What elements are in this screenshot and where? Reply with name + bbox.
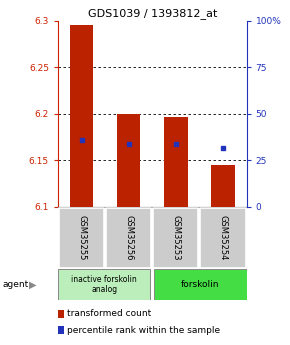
- Bar: [117, 114, 140, 207]
- Bar: [153, 208, 198, 268]
- Text: percentile rank within the sample: percentile rank within the sample: [67, 326, 220, 335]
- Text: GSM35256: GSM35256: [124, 215, 133, 261]
- Bar: [154, 269, 246, 300]
- Text: GSM35255: GSM35255: [77, 215, 86, 261]
- Bar: [164, 117, 188, 207]
- Bar: [211, 165, 235, 207]
- Bar: [70, 25, 93, 207]
- Text: transformed count: transformed count: [67, 309, 152, 318]
- Text: GSM35254: GSM35254: [218, 215, 227, 261]
- Title: GDS1039 / 1393812_at: GDS1039 / 1393812_at: [88, 9, 217, 19]
- Text: forskolin: forskolin: [181, 280, 220, 289]
- Text: ▶: ▶: [29, 280, 37, 289]
- Text: inactive forskolin
analog: inactive forskolin analog: [71, 275, 137, 294]
- Bar: [59, 208, 104, 268]
- Text: agent: agent: [3, 280, 29, 289]
- Text: GSM35253: GSM35253: [171, 215, 180, 261]
- Bar: [106, 208, 151, 268]
- Bar: [58, 269, 151, 300]
- Bar: [200, 208, 246, 268]
